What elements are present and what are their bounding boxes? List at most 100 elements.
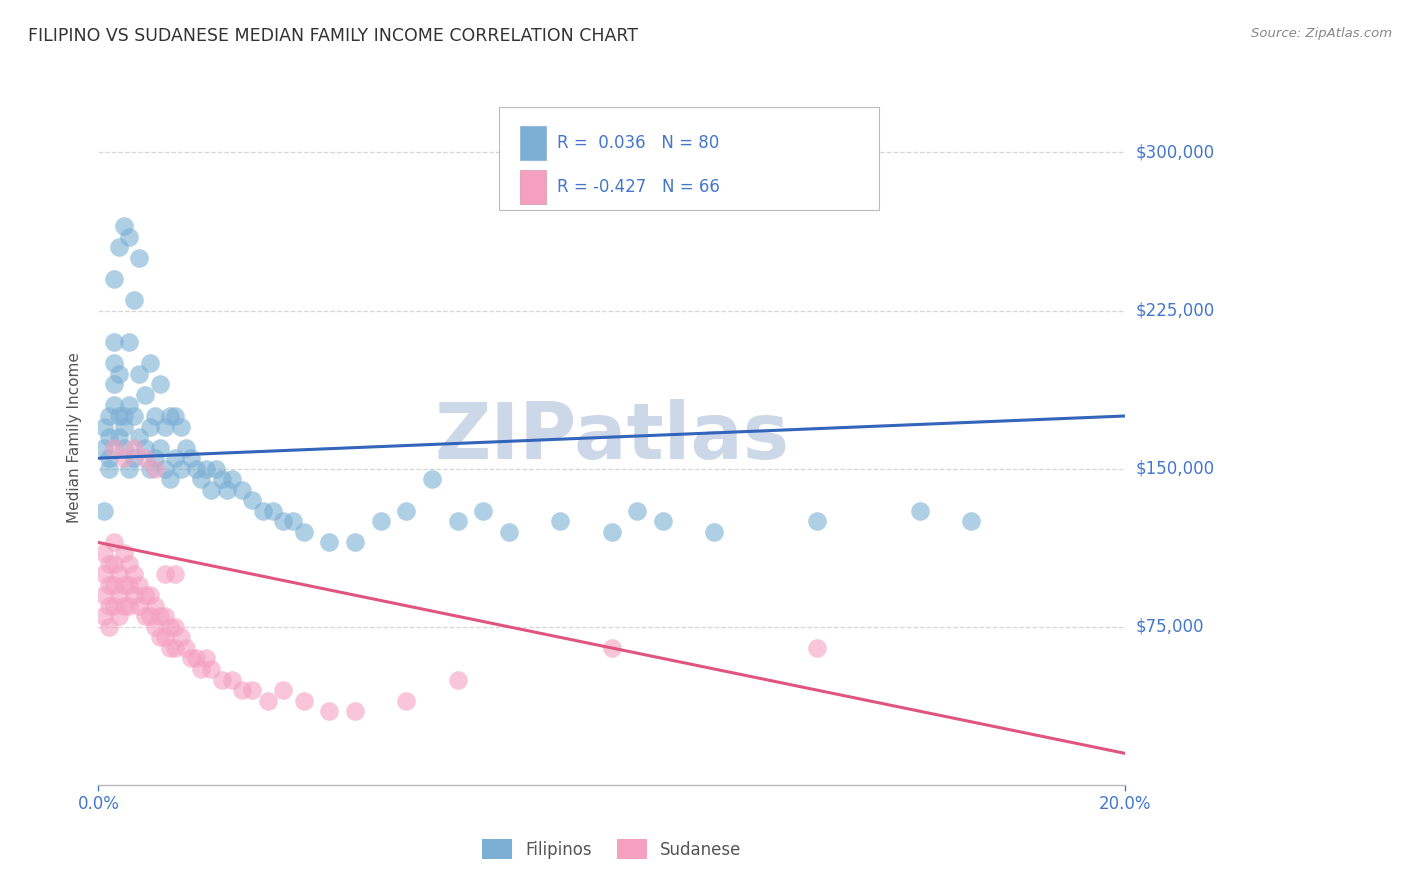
Point (108, 367, 131, 381)
Point (211, 673, 233, 687)
Point (103, 535, 125, 549)
Point (215, 483, 238, 497)
Point (143, 620, 166, 634)
Point (292, 524, 315, 539)
Point (124, 567, 146, 582)
Point (159, 409, 181, 423)
Point (112, 546, 135, 560)
Point (174, 640, 197, 655)
Point (283, 515, 305, 529)
Point (447, 673, 470, 687)
Point (124, 293, 146, 307)
Point (103, 335, 125, 350)
Point (153, 419, 176, 434)
Point (149, 377, 172, 392)
Point (205, 461, 228, 475)
Point (93, 419, 115, 434)
Point (128, 599, 150, 613)
Point (195, 651, 218, 665)
Point (97, 451, 120, 466)
Point (118, 335, 141, 350)
Point (103, 356, 125, 370)
Point (231, 483, 253, 497)
Point (447, 515, 470, 529)
Point (124, 588, 146, 602)
Point (93, 567, 115, 582)
Point (195, 461, 218, 475)
Point (159, 640, 181, 655)
Point (103, 441, 125, 455)
Point (806, 640, 828, 655)
Point (97, 461, 120, 475)
Text: R = -0.427   N = 66: R = -0.427 N = 66 (557, 178, 720, 196)
Text: $300,000: $300,000 (1136, 144, 1215, 161)
Point (169, 419, 191, 434)
Point (112, 219, 135, 234)
Point (103, 557, 125, 571)
Point (174, 441, 197, 455)
Point (221, 472, 243, 486)
Point (128, 430, 150, 444)
Point (242, 683, 264, 698)
Point (143, 409, 166, 423)
Point (143, 599, 166, 613)
Point (184, 651, 207, 665)
Point (652, 515, 675, 529)
Point (180, 451, 202, 466)
Point (128, 367, 150, 381)
Point (93, 609, 115, 624)
Point (200, 483, 222, 497)
Point (395, 693, 418, 707)
Point (97, 409, 120, 423)
Point (159, 472, 181, 486)
Point (134, 451, 156, 466)
Point (370, 515, 392, 529)
Point (97, 599, 120, 613)
Point (112, 419, 135, 434)
Point (124, 451, 146, 466)
Point (395, 504, 418, 518)
Text: ZIPatlas: ZIPatlas (434, 399, 789, 475)
Point (118, 557, 141, 571)
Legend: Filipinos, Sudanese: Filipinos, Sudanese (474, 831, 749, 867)
Point (97, 557, 120, 571)
Point (343, 535, 366, 549)
Point (165, 567, 187, 582)
Point (138, 419, 162, 434)
Point (292, 693, 315, 707)
Point (118, 599, 141, 613)
Point (169, 631, 191, 645)
Point (138, 461, 162, 475)
Point (221, 673, 243, 687)
Point (143, 461, 166, 475)
Point (626, 504, 648, 518)
Point (108, 409, 131, 423)
Point (112, 577, 135, 591)
Point (124, 409, 146, 423)
Point (271, 683, 294, 698)
Point (190, 472, 212, 486)
Point (97, 620, 120, 634)
Point (103, 272, 125, 286)
Point (93, 441, 115, 455)
Text: $75,000: $75,000 (1136, 618, 1205, 636)
Point (128, 251, 150, 265)
Point (118, 577, 141, 591)
Point (190, 662, 212, 676)
Point (960, 515, 983, 529)
Point (600, 640, 623, 655)
Point (153, 609, 176, 624)
Point (806, 515, 828, 529)
Point (103, 599, 125, 613)
Point (143, 451, 166, 466)
Point (498, 524, 520, 539)
Point (184, 461, 207, 475)
Point (472, 504, 495, 518)
Point (93, 588, 115, 602)
Point (165, 640, 187, 655)
Point (108, 240, 131, 254)
Point (134, 588, 156, 602)
Point (703, 524, 725, 539)
Point (252, 504, 274, 518)
Point (112, 599, 135, 613)
